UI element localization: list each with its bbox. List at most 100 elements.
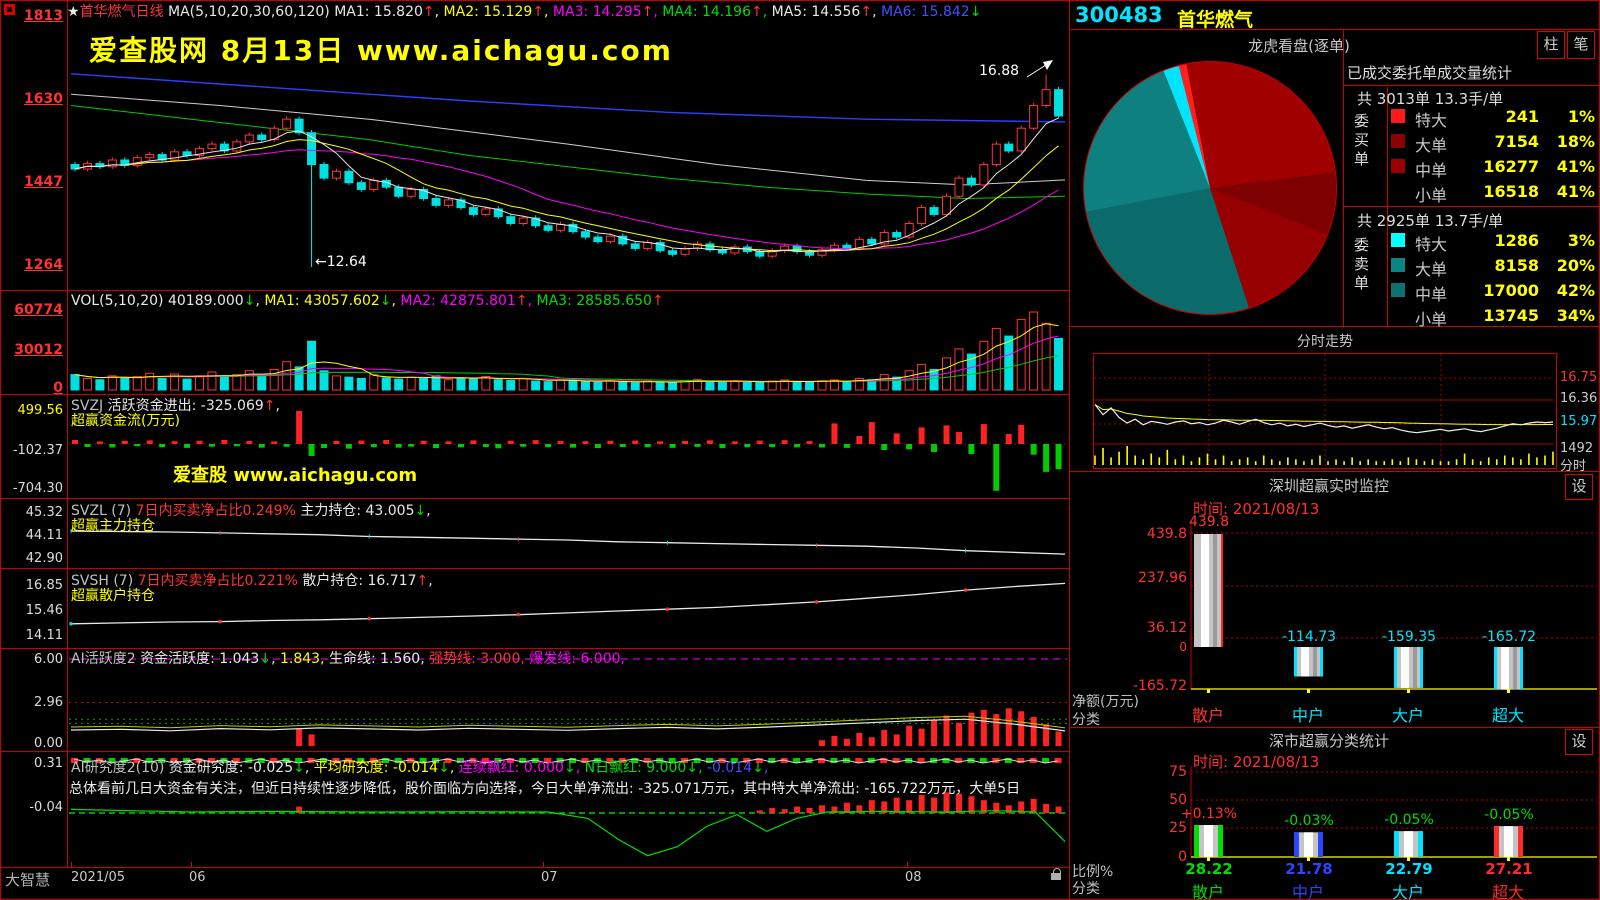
class-bar-value: 22.79	[1385, 860, 1433, 878]
vol-axis-label: 30012	[14, 342, 63, 358]
class-stats-title: 深市超赢分类统计	[1268, 732, 1389, 750]
indicator-text: 首华燃气	[79, 4, 136, 20]
trend-up-arrow: ↑	[422, 4, 435, 20]
indicator-text: ★	[67, 4, 80, 20]
brand-label[interactable]: 大智慧	[5, 871, 51, 889]
class-category-label: 大户	[1391, 883, 1424, 900]
sz-axis-tick: 36.12	[1146, 620, 1187, 636]
vol-axis-label: 60774	[14, 302, 63, 318]
price-axis-label: 1447	[24, 174, 63, 190]
trend-down-arrow: ↓	[752, 760, 764, 776]
indicator-text: 40189.000	[167, 293, 244, 309]
indicator-text: 资金研究度: -0.025	[168, 760, 294, 776]
trend-down-arrow: ↓	[438, 760, 450, 776]
sz-axis-tick: 237.96	[1138, 570, 1187, 586]
sz-class-caption: 分类	[1072, 712, 1100, 728]
sell-order-row: 中单 17000 42%	[1389, 279, 1599, 304]
trend-down-arrow: ↓	[293, 760, 305, 776]
buy-order-row: 特大 241 1%	[1389, 105, 1599, 130]
class-bar-value: 21.78	[1285, 860, 1333, 878]
trend-down-arrow: ↓	[563, 760, 576, 776]
indicator-text: 资金活跃度: 1.043	[140, 651, 260, 667]
sz-axis-min: -165.72	[1132, 678, 1187, 694]
watermark-aichagu-sub: 爱查股 www.aichagu.com	[173, 465, 418, 486]
order-size-name: 中单	[1415, 285, 1448, 304]
intraday-current-label: 15.97	[1560, 414, 1598, 429]
time-axis-label-august: 08	[905, 870, 922, 885]
class-category-label: 中户	[1291, 883, 1324, 900]
indicator-text: 7日内买卖净占比0.221%	[137, 573, 303, 589]
trend-down-arrow: ↓	[969, 4, 982, 20]
order-percent-value: 20%	[1556, 256, 1595, 275]
ratio-caption: 比例%	[1072, 864, 1114, 880]
order-size-swatch	[1391, 258, 1405, 272]
indicator-text: MA3: 28585.650	[536, 293, 652, 309]
order-percent-value: 1%	[1567, 107, 1595, 126]
indicator-text: 爆发线: 6.000	[529, 651, 621, 667]
sz-bar-value: 439.8	[1188, 514, 1230, 530]
trend-down-arrow: ↓	[243, 293, 256, 309]
indicator-text: 连续飘红: 0.000	[458, 760, 564, 776]
kline-header: ★首华燃气日线 MA(5,10,20,30,60,120) MA1: 15.82…	[67, 4, 982, 20]
indicator-text: MA2: 42875.801	[400, 293, 516, 309]
annotation-low-price: ←12.64	[315, 254, 367, 270]
order-size-name: 大单	[1415, 136, 1448, 155]
sz-bar-value: -165.72	[1481, 629, 1537, 645]
tick-mode-button[interactable]: 笔	[1567, 31, 1595, 59]
price-axis-label: 1630	[24, 91, 63, 107]
annotation-high-price: 16.88	[979, 63, 1020, 79]
intraday-mid-label: 16.36	[1560, 391, 1598, 406]
order-count-value: 17000	[1483, 281, 1539, 300]
indicator-text: 活跃资金进出: -325.069	[107, 398, 264, 414]
class-bar-percent: -0.03%	[1284, 813, 1334, 830]
indicator-text: SVZL (7)	[71, 503, 136, 519]
buy-orders-summary: 共 3013单 13.3手/单	[1357, 90, 1504, 108]
stock-code: 300483	[1075, 3, 1163, 27]
indicator-text: MA1: 15.820	[334, 4, 423, 20]
indicator-text: N日飘红: 9.000	[584, 760, 687, 776]
order-size-name: 特大	[1415, 235, 1448, 254]
order-percent-value: 34%	[1556, 306, 1595, 325]
svsh-axis-label: 14.11	[25, 628, 63, 643]
time-axis-label-july: 07	[541, 870, 558, 885]
app-icon[interactable]	[4, 4, 15, 15]
analysis-text: 总体看前几日大资金有关注，但近日持续性逐步降低，股价面临方向选择，今日大单净流出…	[69, 781, 1021, 797]
indicator-text: VOL(5,10,20)	[71, 293, 168, 309]
class-axis-tick: 25	[1169, 820, 1187, 836]
sell-order-row: 大单 8158 20%	[1389, 254, 1599, 279]
time-tick	[191, 862, 192, 867]
order-count-value: 7154	[1494, 132, 1539, 151]
trend-up-arrow: ↑	[416, 573, 429, 589]
stock-name: 首华燃气	[1177, 9, 1254, 31]
time-tick	[543, 862, 544, 867]
trend-down-arrow: ↓	[259, 651, 272, 667]
indicator-text: AI研究度2(10)	[71, 760, 169, 776]
svzj-axis-label: -704.30	[12, 481, 63, 496]
svzj-header: SVZJ 活跃资金进出: -325.069↑,	[71, 398, 280, 414]
svzj-axis-label: -102.37	[12, 443, 63, 458]
indicator-text: 平均研究度: -0.014	[313, 760, 439, 776]
time-tick	[71, 862, 72, 867]
svzl-subtitle: 超赢主力持仓	[71, 518, 155, 534]
indicator-text: MA(5,10,20,30,60,120)	[168, 4, 335, 20]
lock-icon[interactable]	[1053, 868, 1061, 875]
svsh-header: SVSH (7) 7日内买卖净占比0.221% 散户持仓: 16.717↑,	[71, 573, 433, 589]
svsh-axis-label: 16.85	[25, 578, 63, 593]
class-stats-settings-button[interactable]: 设	[1565, 729, 1593, 755]
sz-axis-tick: 439.8	[1146, 526, 1187, 542]
indicator-text: 生命线: 1.560	[328, 651, 421, 667]
price-axis-label: 1813	[24, 8, 63, 24]
trend-down-arrow: ↓	[414, 503, 427, 519]
class-stats-time: 时间: 2021/08/13	[1193, 753, 1320, 771]
column-mode-button[interactable]: 柱	[1537, 31, 1565, 59]
indicator-text: -0.014	[706, 760, 753, 776]
order-size-name: 小单	[1415, 186, 1448, 205]
sz-monitor-settings-button[interactable]: 设	[1565, 474, 1593, 500]
class-category-label: 超大	[1491, 883, 1524, 900]
order-size-name: 小单	[1415, 310, 1448, 329]
trend-down-arrow: ↓	[379, 293, 392, 309]
volume-header: VOL(5,10,20) 40189.000↓, MA1: 43057.602↓…	[71, 293, 664, 309]
time-tick	[907, 862, 908, 867]
sell-order-row: 特大 1286 3%	[1389, 229, 1599, 254]
